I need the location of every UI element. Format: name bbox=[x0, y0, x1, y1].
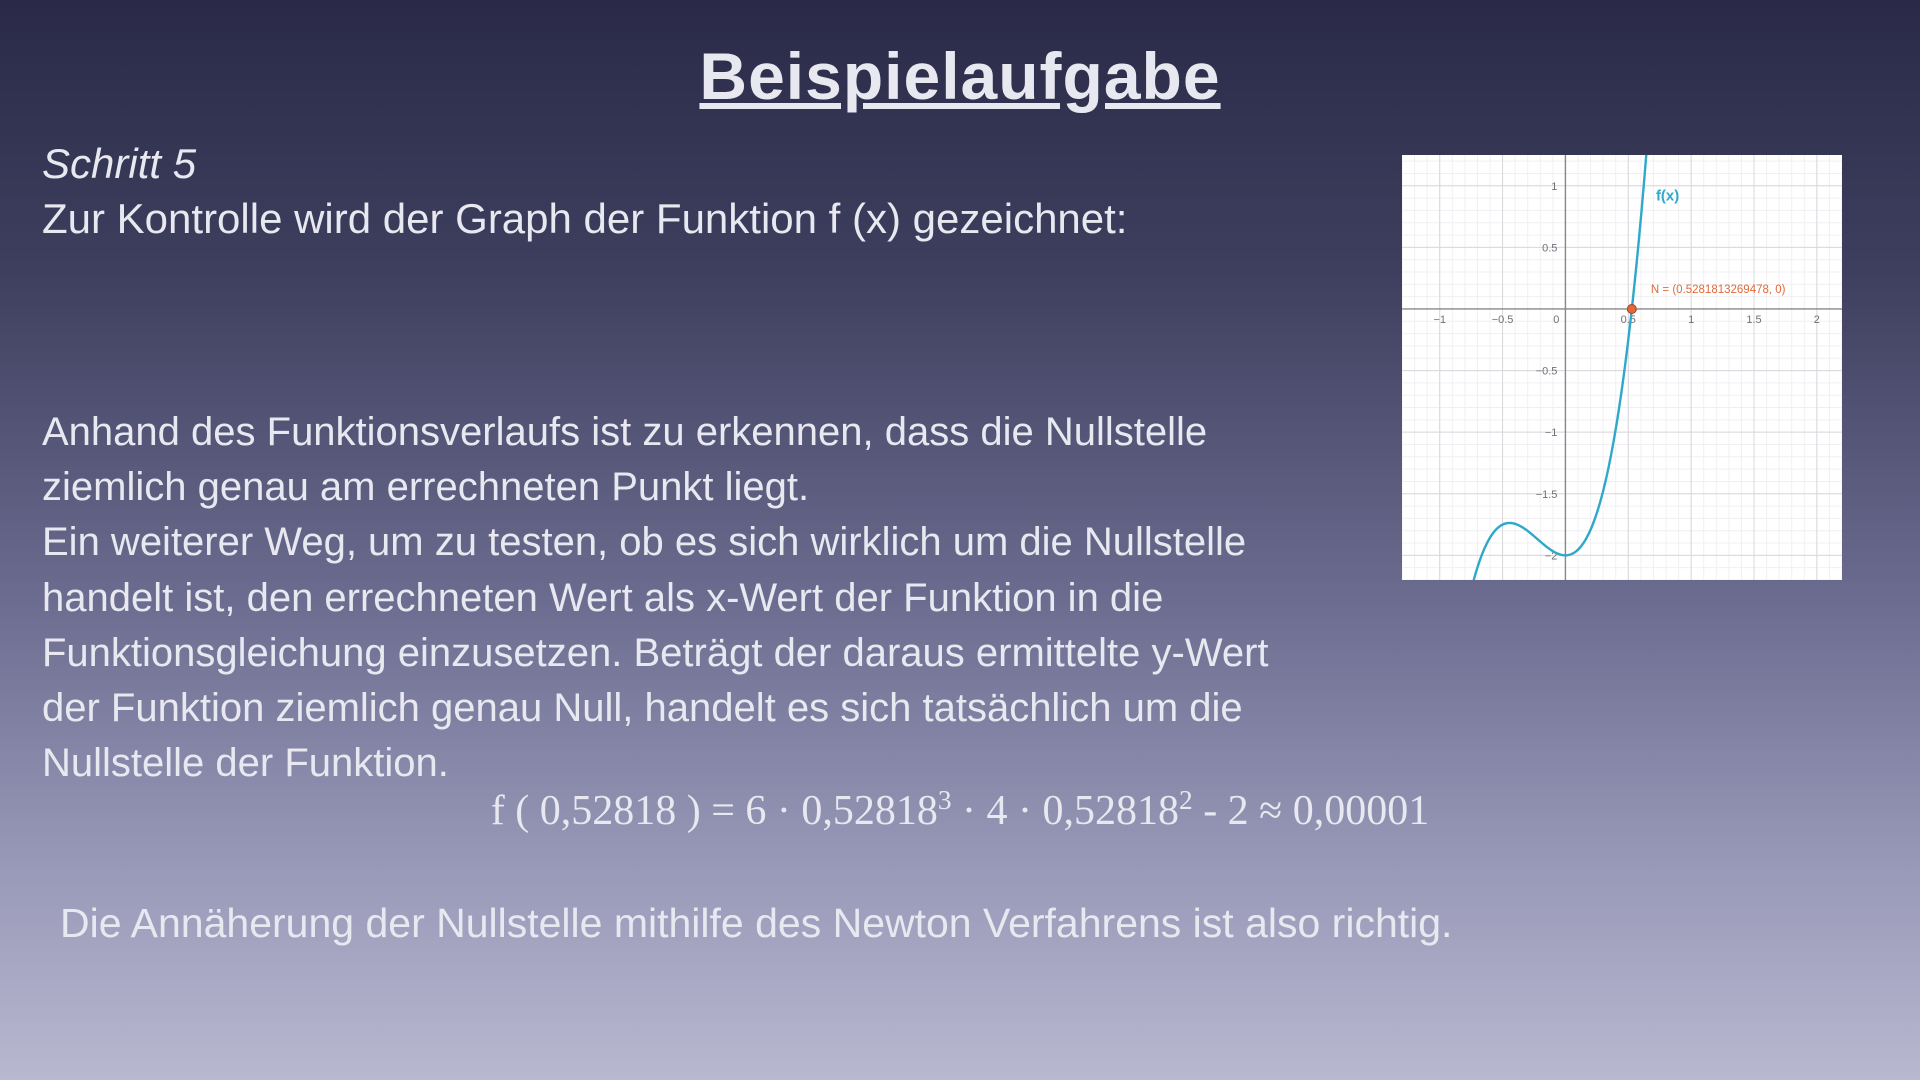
formula-part-3: - 2 ≈ 0,00001 bbox=[1193, 788, 1430, 834]
svg-text:f(x): f(x) bbox=[1656, 188, 1679, 205]
svg-text:0: 0 bbox=[1553, 314, 1559, 326]
step-label: Schritt 5 bbox=[42, 140, 196, 188]
formula-exp-1: 3 bbox=[938, 785, 952, 815]
formula-exp-2: 2 bbox=[1179, 785, 1193, 815]
formula-part-2: · 4 · 0,52818 bbox=[952, 788, 1179, 834]
formula-part-1: f ( 0,52818 ) = 6 · 0,52818 bbox=[491, 788, 938, 834]
svg-text:0.5: 0.5 bbox=[1542, 242, 1557, 254]
formula: f ( 0,52818 ) = 6 · 0,528183 · 4 · 0,528… bbox=[0, 785, 1920, 835]
svg-text:N = (0.5281813269478, 0): N = (0.5281813269478, 0) bbox=[1651, 284, 1786, 296]
svg-text:1: 1 bbox=[1551, 181, 1557, 193]
step-description: Zur Kontrolle wird der Graph der Funktio… bbox=[42, 195, 1127, 243]
function-chart: −1−0.50.511.520−2−1.5−1−0.50.51f(x)N = (… bbox=[1402, 155, 1842, 580]
svg-text:−1: −1 bbox=[1545, 427, 1558, 439]
chart-svg: −1−0.50.511.520−2−1.5−1−0.50.51f(x)N = (… bbox=[1402, 155, 1842, 580]
svg-text:−1.5: −1.5 bbox=[1536, 489, 1558, 501]
body-text: Anhand des Funktionsverlaufs ist zu erke… bbox=[42, 405, 1292, 791]
svg-text:0.5: 0.5 bbox=[1621, 314, 1636, 326]
conclusion-text: Die Annäherung der Nullstelle mithilfe d… bbox=[60, 900, 1452, 947]
slide-title: Beispielaufgabe bbox=[0, 38, 1920, 114]
svg-text:1.5: 1.5 bbox=[1746, 314, 1761, 326]
svg-text:−0.5: −0.5 bbox=[1492, 314, 1514, 326]
svg-text:−0.5: −0.5 bbox=[1536, 366, 1558, 378]
svg-text:−1: −1 bbox=[1433, 314, 1446, 326]
svg-text:2: 2 bbox=[1814, 314, 1820, 326]
svg-text:1: 1 bbox=[1688, 314, 1694, 326]
